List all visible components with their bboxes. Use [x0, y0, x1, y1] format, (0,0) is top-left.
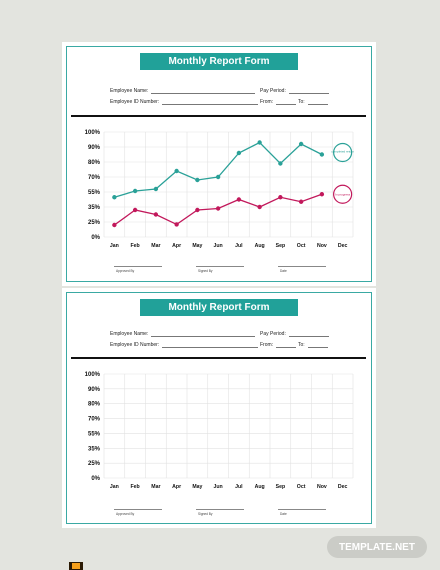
from-field[interactable]: From:	[260, 342, 297, 348]
employee-id-field[interactable]: Employee ID Number:	[110, 99, 259, 105]
form-title: Monthly Report Form	[140, 53, 298, 70]
x-tick-label: May	[192, 243, 202, 249]
data-point	[298, 141, 304, 147]
data-point	[132, 207, 138, 213]
x-tick-label: Jul	[235, 243, 243, 249]
x-tick-label: Aug	[255, 484, 265, 490]
date-label: Date	[280, 512, 287, 516]
data-point	[153, 186, 159, 192]
data-point	[112, 222, 117, 228]
data-point	[319, 192, 325, 197]
data-point	[174, 222, 179, 227]
x-tick-label: Oct	[297, 484, 306, 490]
x-tick-label: May	[192, 484, 202, 490]
approved-by-label: Approved By	[116, 512, 135, 516]
x-tick-label: Nov	[317, 484, 327, 490]
y-tick-label: 35%	[88, 446, 101, 452]
to-field[interactable]: To:	[298, 99, 328, 105]
data-point	[132, 188, 138, 194]
progress-line-chart: 100% 90% 80% 70% 55% 35% 25% 0% Jan Feb Mar Apr May J…	[85, 130, 355, 249]
x-tick-label: Jan	[110, 243, 119, 249]
x-tick-label: Apr	[172, 243, 181, 249]
y-tick-label: 35%	[88, 205, 101, 211]
form-title: Monthly Report Form	[140, 299, 298, 316]
page-border	[66, 46, 372, 282]
y-tick-label: 100%	[85, 130, 101, 136]
x-tick-label: Sep	[276, 243, 286, 249]
y-tick-label: 80%	[88, 160, 101, 166]
pay-period-field[interactable]: Pay Period:	[260, 88, 329, 94]
x-tick-label: Jan	[110, 484, 119, 490]
series-callout-label: In progress	[335, 192, 351, 196]
date-label: Date	[280, 269, 287, 273]
data-point	[319, 152, 325, 157]
y-tick-label: 100%	[85, 372, 101, 378]
data-point	[153, 212, 159, 217]
y-tick-label: 0%	[91, 235, 100, 241]
template-net-watermark[interactable]: TEMPLATE.NET	[327, 536, 427, 558]
x-tick-label: Apr	[172, 484, 181, 490]
x-tick-label: Jun	[214, 243, 223, 249]
series-callout	[333, 142, 353, 163]
to-field[interactable]: To:	[298, 342, 328, 348]
data-point	[112, 195, 117, 200]
employee-name-field[interactable]: Employee Name:	[110, 331, 256, 337]
series-callout-label: completed return	[331, 150, 354, 154]
data-point	[257, 204, 262, 210]
y-tick-label: 70%	[88, 417, 101, 423]
pay-period-field[interactable]: Pay Period:	[260, 331, 329, 337]
series-callout	[333, 184, 353, 204]
data-point	[195, 207, 200, 213]
y-tick-label: 55%	[88, 190, 101, 196]
data-point	[215, 174, 221, 180]
x-tick-label: Oct	[297, 243, 306, 249]
employee-name-field[interactable]: Employee Name:	[110, 88, 256, 94]
x-tick-label: Dec	[338, 484, 348, 490]
signed-by-label: Signed By	[198, 512, 213, 516]
y-tick-label: 55%	[88, 431, 101, 437]
y-tick-label: 25%	[88, 220, 101, 226]
x-tick-label: Aug	[255, 243, 265, 249]
x-tick-label: Mar	[151, 484, 160, 490]
x-tick-label: Nov	[317, 243, 327, 249]
from-field[interactable]: From:	[260, 99, 297, 105]
y-tick-label: 90%	[88, 387, 101, 393]
x-tick-label: Feb	[131, 484, 140, 490]
report-page-2: Monthly Report Form Employee Name: Pay P…	[62, 288, 376, 528]
data-point	[215, 206, 221, 211]
illustrator-file-icon	[69, 562, 83, 570]
x-tick-label: Sep	[276, 484, 286, 490]
data-point	[278, 195, 283, 200]
x-tick-label: Feb	[131, 243, 140, 249]
employee-id-field[interactable]: Employee ID Number:	[110, 342, 259, 348]
data-point	[298, 199, 304, 204]
x-tick-label: Jun	[214, 484, 223, 490]
x-tick-label: Dec	[338, 243, 348, 249]
section-divider	[71, 357, 366, 359]
page-border	[66, 292, 372, 524]
data-point	[257, 140, 262, 145]
signed-by-label: Signed By	[198, 269, 213, 273]
report-page-1: Monthly Report Form Employee Name: Pay P…	[62, 42, 376, 286]
data-point	[195, 177, 200, 183]
data-point	[174, 168, 179, 174]
y-tick-label: 90%	[88, 145, 101, 151]
x-tick-label: Mar	[151, 243, 160, 249]
empty-line-chart: 100% 90% 80% 70% 55% 35% 25% 0% Jan Feb Mar Apr May J…	[85, 372, 354, 490]
x-tick-label: Jul	[235, 484, 243, 490]
y-tick-label: 0%	[91, 476, 100, 482]
data-point	[278, 161, 283, 166]
section-divider	[71, 115, 366, 117]
data-point	[236, 197, 242, 202]
y-tick-label: 80%	[88, 402, 101, 408]
approved-by-label: Approved By	[116, 269, 135, 273]
y-tick-label: 70%	[88, 175, 101, 181]
data-point	[236, 150, 242, 156]
y-tick-label: 25%	[88, 461, 101, 467]
